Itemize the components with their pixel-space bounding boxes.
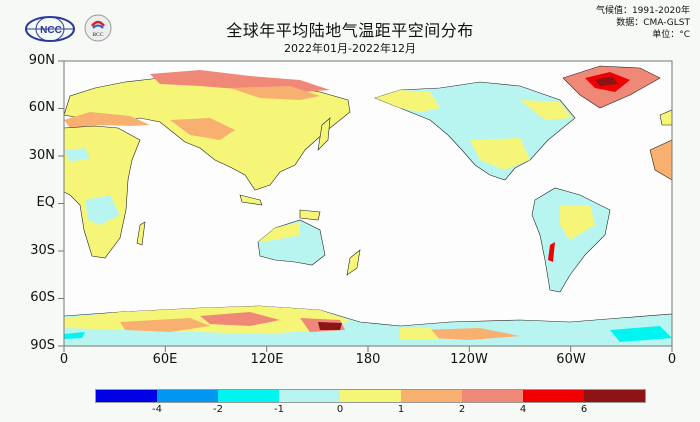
ncc-logo-icon: NCC bbox=[25, 16, 75, 42]
x-tick-120e: 120E bbox=[250, 352, 284, 367]
colorbar-label: -1 bbox=[274, 404, 284, 415]
logos: NCC BCC bbox=[24, 12, 112, 44]
colorbar-bin bbox=[584, 390, 645, 402]
colorbar-label: 0 bbox=[336, 404, 344, 415]
y-tick-30n: 30N bbox=[28, 148, 55, 163]
colorbar-bin bbox=[96, 390, 157, 402]
colorbar-bin bbox=[340, 390, 401, 402]
x-tick-180: 180 bbox=[355, 352, 381, 367]
x-tick-0-end: 0 bbox=[667, 352, 677, 367]
y-tick-60n: 60N bbox=[28, 100, 55, 115]
y-tick-90n: 90N bbox=[28, 53, 55, 68]
svg-text:BCC: BCC bbox=[92, 32, 103, 38]
colorbar-bin bbox=[401, 390, 462, 402]
y-tick-eq: EQ bbox=[36, 195, 55, 210]
colorbar-label: 2 bbox=[458, 404, 466, 415]
colorbar-label: -2 bbox=[213, 404, 223, 415]
x-tick-120w: 120W bbox=[450, 352, 488, 367]
colorbar-bin bbox=[157, 390, 218, 402]
y-tick-60s: 60S bbox=[30, 290, 55, 305]
colorbar-bin bbox=[462, 390, 523, 402]
colorbar-label: -4 bbox=[152, 404, 162, 415]
x-tick-60e: 60E bbox=[152, 352, 178, 367]
colorbar-label: 6 bbox=[580, 404, 588, 415]
unit-text: 单位：°C bbox=[652, 30, 690, 40]
bcc-logo-icon: BCC bbox=[84, 14, 112, 42]
x-tick-60w: 60W bbox=[556, 352, 586, 367]
colorbar-label: 1 bbox=[397, 404, 405, 415]
svg-text:NCC: NCC bbox=[40, 25, 62, 36]
baseline-text: 气候值：1991-2020年 bbox=[595, 6, 690, 16]
y-tick-90s: 90S bbox=[30, 338, 55, 353]
colorbar-bin bbox=[279, 390, 340, 402]
map-subtitle: 2022年01月-2022年12月 bbox=[284, 42, 416, 55]
colorbar-bin bbox=[523, 390, 584, 402]
x-tick-0: 0 bbox=[59, 352, 69, 367]
map-title: 全球年平均陆地气温距平空间分布 bbox=[226, 21, 474, 40]
colorbar-bin bbox=[218, 390, 279, 402]
colorbar bbox=[95, 389, 646, 403]
source-text: 数据：CMA-GLST bbox=[616, 18, 690, 28]
y-tick-30s: 30S bbox=[30, 243, 55, 258]
colorbar-label: 4 bbox=[519, 404, 527, 415]
map-metadata: 气候值：1991-2020年 数据：CMA-GLST 单位：°C bbox=[596, 5, 690, 41]
